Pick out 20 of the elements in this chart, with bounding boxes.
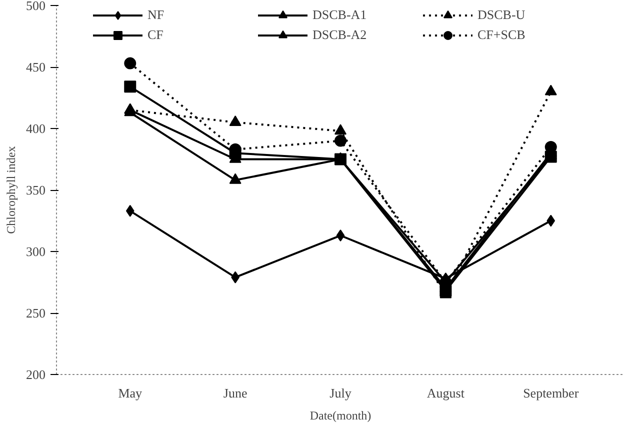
legend-label: CF+SCB (478, 27, 526, 43)
y-tick-label: 200 (26, 367, 46, 382)
y-tick-label: 300 (26, 244, 46, 259)
legend-label: DSCB-A2 (312, 27, 368, 43)
x-tick-label: September (523, 386, 580, 400)
legend-label: CF (148, 27, 164, 43)
y-tick-label: 450 (26, 60, 46, 74)
x-tick-label: June (223, 386, 248, 400)
y-tick-label: 250 (26, 306, 46, 320)
y-tick-label: 350 (26, 182, 46, 198)
x-tick-label: July (330, 386, 352, 400)
y-axis-title: Chlorophyll index (4, 146, 18, 234)
x-axis-title: Date(month) (310, 408, 372, 422)
x-tick-label: August (426, 386, 465, 400)
y-tick-label: 500 (26, 0, 46, 13)
y-tick-label: 400 (26, 121, 46, 136)
x-tick-label: May (118, 386, 143, 400)
legend-label: DSCB-U (478, 7, 526, 23)
legend-label: DSCB-A1 (312, 7, 368, 23)
legend-label: NF (148, 7, 166, 23)
